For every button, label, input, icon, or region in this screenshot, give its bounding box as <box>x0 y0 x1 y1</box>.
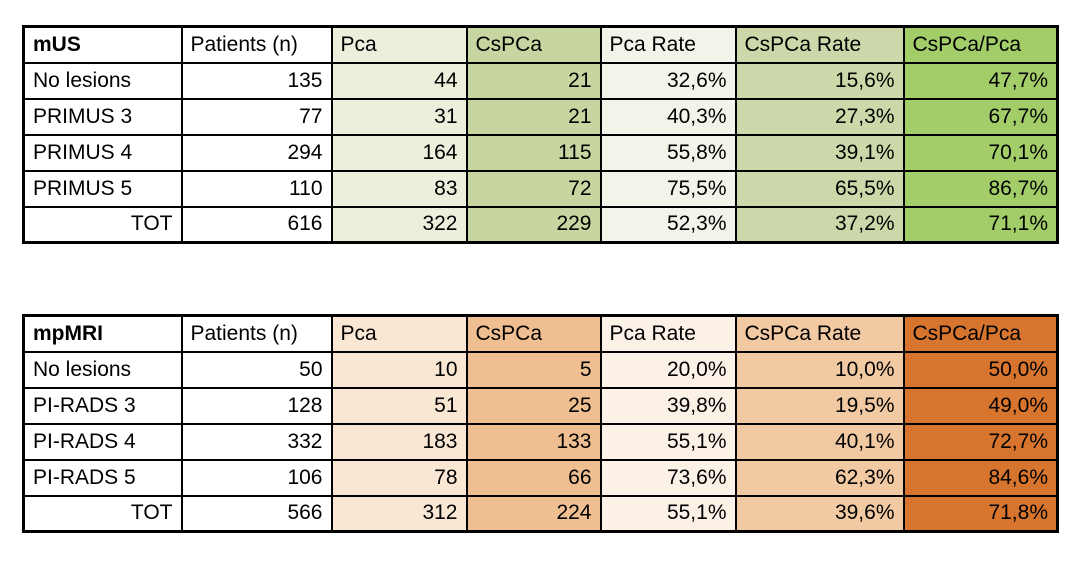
data-cell: 10,0% <box>734 350 905 389</box>
data-cell: 31 <box>330 97 468 136</box>
data-cell: 15,6% <box>734 61 905 100</box>
data-cell: 224 <box>465 494 602 533</box>
data-cell: 72,7% <box>902 422 1059 461</box>
row-label-cell: PI-RADS 4 <box>22 422 183 461</box>
mus-header-cspca-pca: CsPCa/Pca <box>902 25 1059 64</box>
data-cell: 27,3% <box>734 97 905 136</box>
table-total-row: TOT 616 322 229 52,3% 37,2% 71,1% <box>22 205 1059 244</box>
data-cell: 115 <box>465 133 602 172</box>
mus-header-pca: Pca <box>330 25 468 64</box>
data-cell: 133 <box>465 422 602 461</box>
data-cell: 39,1% <box>734 133 905 172</box>
data-cell: 77 <box>180 97 333 136</box>
data-cell: 71,8% <box>902 494 1059 533</box>
data-cell: 72 <box>465 169 602 208</box>
data-cell: 66 <box>465 458 602 497</box>
mpmri-header-pca-rate: Pca Rate <box>599 314 737 353</box>
data-cell: 62,3% <box>734 458 905 497</box>
row-label-cell: PRIMUS 4 <box>22 133 183 172</box>
data-cell: 39,8% <box>599 386 737 425</box>
data-cell: 110 <box>180 169 333 208</box>
row-label-cell: No lesions <box>22 61 183 100</box>
row-label-cell: PI-RADS 3 <box>22 386 183 425</box>
data-cell: 73,6% <box>599 458 737 497</box>
data-cell: 83 <box>330 169 468 208</box>
data-cell: 183 <box>330 422 468 461</box>
table-row: No lesions 135 44 21 32,6% 15,6% 47,7% <box>22 61 1059 100</box>
row-label-cell: TOT <box>22 494 183 533</box>
mpmri-header-patients: Patients (n) <box>180 314 333 353</box>
row-label-cell: PI-RADS 5 <box>22 458 183 497</box>
mus-header-cspca: CsPCa <box>465 25 602 64</box>
data-cell: 52,3% <box>599 205 737 244</box>
mpmri-header-cspca-rate: CsPCa Rate <box>734 314 905 353</box>
data-cell: 40,1% <box>734 422 905 461</box>
mus-table: mUS Patients (n) Pca CsPCa Pca Rate CsPC… <box>22 25 1059 244</box>
table-row: PRIMUS 3 77 31 21 40,3% 27,3% 67,7% <box>22 97 1059 136</box>
data-cell: 128 <box>180 386 333 425</box>
data-cell: 322 <box>330 205 468 244</box>
data-cell: 106 <box>180 458 333 497</box>
data-cell: 332 <box>180 422 333 461</box>
mus-header-patients: Patients (n) <box>180 25 333 64</box>
data-cell: 70,1% <box>902 133 1059 172</box>
data-cell: 32,6% <box>599 61 737 100</box>
data-cell: 312 <box>330 494 468 533</box>
table-row: PRIMUS 4 294 164 115 55,8% 39,1% 70,1% <box>22 133 1059 172</box>
mus-header-cspca-rate: CsPCa Rate <box>734 25 905 64</box>
table-row: PI-RADS 5 106 78 66 73,6% 62,3% 84,6% <box>22 458 1059 497</box>
data-cell: 84,6% <box>902 458 1059 497</box>
table-row: PI-RADS 4 332 183 133 55,1% 40,1% 72,7% <box>22 422 1059 461</box>
table-row: PRIMUS 5 110 83 72 75,5% 65,5% 86,7% <box>22 169 1059 208</box>
row-label-cell: PRIMUS 3 <box>22 97 183 136</box>
data-cell: 50,0% <box>902 350 1059 389</box>
data-cell: 50 <box>180 350 333 389</box>
mus-table-title: mUS <box>22 25 183 64</box>
data-cell: 65,5% <box>734 169 905 208</box>
data-cell: 75,5% <box>599 169 737 208</box>
data-cell: 20,0% <box>599 350 737 389</box>
data-cell: 86,7% <box>902 169 1059 208</box>
data-cell: 71,1% <box>902 205 1059 244</box>
data-cell: 40,3% <box>599 97 737 136</box>
table-row: No lesions 50 10 5 20,0% 10,0% 50,0% <box>22 350 1059 389</box>
data-cell: 37,2% <box>734 205 905 244</box>
data-cell: 55,1% <box>599 422 737 461</box>
data-cell: 51 <box>330 386 468 425</box>
data-cell: 10 <box>330 350 468 389</box>
data-cell: 55,1% <box>599 494 737 533</box>
data-cell: 39,6% <box>734 494 905 533</box>
mpmri-header-row: mpMRI Patients (n) Pca CsPCa Pca Rate Cs… <box>22 314 1059 353</box>
mpmri-header-cspca: CsPCa <box>465 314 602 353</box>
mpmri-table: mpMRI Patients (n) Pca CsPCa Pca Rate Cs… <box>22 314 1059 533</box>
mpmri-table-title: mpMRI <box>22 314 183 353</box>
table-row: PI-RADS 3 128 51 25 39,8% 19,5% 49,0% <box>22 386 1059 425</box>
data-cell: 25 <box>465 386 602 425</box>
mus-header-row: mUS Patients (n) Pca CsPCa Pca Rate CsPC… <box>22 25 1059 64</box>
data-cell: 21 <box>465 97 602 136</box>
data-cell: 19,5% <box>734 386 905 425</box>
data-cell: 566 <box>180 494 333 533</box>
data-cell: 135 <box>180 61 333 100</box>
data-cell: 164 <box>330 133 468 172</box>
mpmri-header-pca: Pca <box>330 314 468 353</box>
table-total-row: TOT 566 312 224 55,1% 39,6% 71,8% <box>22 494 1059 533</box>
data-cell: 67,7% <box>902 97 1059 136</box>
mus-header-pca-rate: Pca Rate <box>599 25 737 64</box>
data-cell: 47,7% <box>902 61 1059 100</box>
data-cell: 49,0% <box>902 386 1059 425</box>
data-cell: 294 <box>180 133 333 172</box>
data-cell: 229 <box>465 205 602 244</box>
data-cell: 44 <box>330 61 468 100</box>
mpmri-header-cspca-pca: CsPCa/Pca <box>902 314 1059 353</box>
data-cell: 5 <box>465 350 602 389</box>
data-cell: 21 <box>465 61 602 100</box>
row-label-cell: No lesions <box>22 350 183 389</box>
data-cell: 55,8% <box>599 133 737 172</box>
row-label-cell: PRIMUS 5 <box>22 169 183 208</box>
data-cell: 616 <box>180 205 333 244</box>
row-label-cell: TOT <box>22 205 183 244</box>
data-cell: 78 <box>330 458 468 497</box>
